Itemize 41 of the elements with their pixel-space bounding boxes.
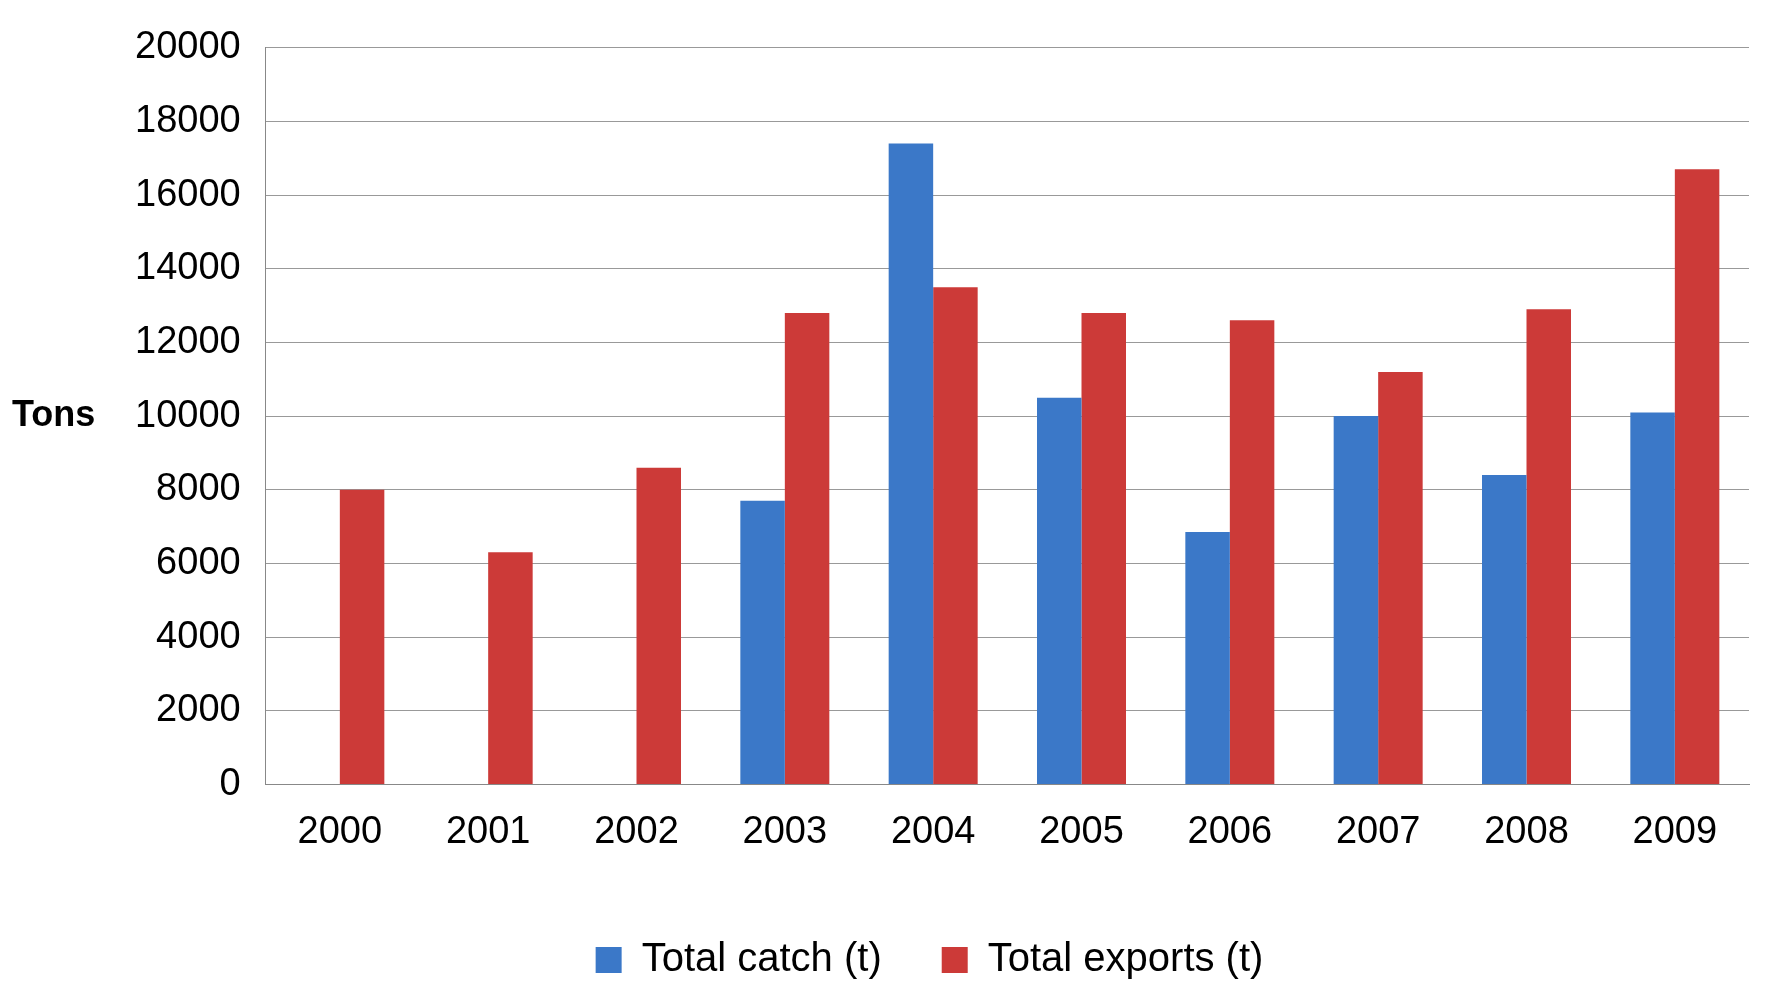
y-tick-label: 6000 [156,539,241,582]
bar [784,312,830,784]
bar [488,552,533,784]
x-tick-label: 2009 [1632,808,1718,851]
x-tick-label: 2007 [1335,808,1421,851]
x-tick-label: 2008 [1484,808,1569,851]
y-tick-label: 2000 [156,687,241,730]
y-tick-label: 0 [219,760,241,803]
x-tick-label: 2006 [1187,808,1273,851]
bar [1333,416,1379,784]
x-tick-label: 2003 [742,808,828,851]
bar [888,143,934,784]
y-tick-label: 4000 [156,613,241,656]
y-axis-title: Tons [12,393,96,435]
bar [1674,169,1720,784]
x-tick-label: 2004 [890,808,976,851]
bar [740,500,785,784]
bar [1378,371,1423,784]
y-tick-label: 18000 [135,97,241,140]
bar [1526,309,1571,784]
y-tick-label: 8000 [156,466,241,509]
x-tick-label: 2000 [297,808,383,851]
y-tick-label: 12000 [135,318,241,361]
legend-label: Total catch (t) [641,935,882,980]
x-tick-label: 2002 [594,808,679,851]
bar [1185,532,1230,784]
bar [339,489,385,784]
bar [1081,312,1126,784]
y-tick-label: 16000 [135,171,241,214]
bar [1037,397,1082,784]
bar [1630,412,1675,784]
x-tick-label: 2005 [1039,808,1124,851]
bar [933,287,978,784]
y-tick-label: 20000 [135,24,241,67]
legend-label: Total exports (t) [987,935,1264,980]
y-tick-label: 10000 [135,392,241,435]
x-tick-label: 2001 [445,808,531,851]
bar [1482,475,1527,784]
y-tick-label: 14000 [135,245,241,288]
bar [1229,320,1275,784]
bar [636,467,681,784]
